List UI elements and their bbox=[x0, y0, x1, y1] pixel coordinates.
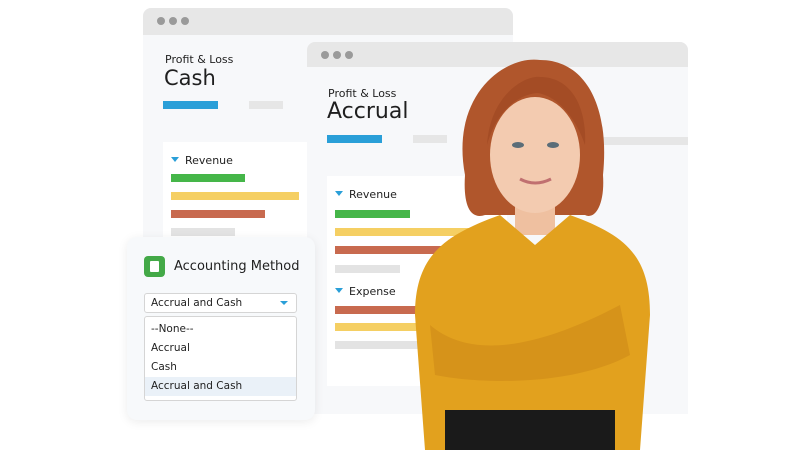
report-title: Cash bbox=[164, 66, 216, 90]
report-subtitle: Profit & Loss bbox=[328, 87, 397, 100]
mouth bbox=[519, 177, 552, 185]
face bbox=[490, 97, 580, 213]
window-dot-icon bbox=[181, 17, 189, 25]
window-titlebar bbox=[143, 8, 513, 35]
document-icon bbox=[144, 256, 165, 277]
caret-down-icon bbox=[171, 157, 179, 162]
section-label: Expense bbox=[349, 285, 396, 298]
pants bbox=[445, 410, 615, 450]
window-dot-icon bbox=[321, 51, 329, 59]
shirt bbox=[415, 215, 650, 450]
woman-photo bbox=[415, 59, 650, 450]
expense-bar bbox=[335, 341, 425, 349]
option-accrual-and-cash[interactable]: Accrual and Cash bbox=[145, 377, 296, 396]
expense-bar bbox=[335, 306, 445, 314]
revenue-bar bbox=[171, 228, 235, 236]
section-label: Revenue bbox=[185, 154, 233, 167]
window-dot-icon bbox=[345, 51, 353, 59]
expense-section-toggle[interactable]: Expense bbox=[335, 285, 396, 298]
revenue-bar bbox=[335, 210, 410, 218]
window-dot-icon bbox=[157, 17, 165, 25]
expense-bar bbox=[335, 323, 455, 331]
eye bbox=[547, 142, 559, 148]
window-titlebar bbox=[307, 42, 688, 67]
window-dot-icon bbox=[333, 51, 341, 59]
accounting-method-select[interactable]: Accrual and Cash bbox=[144, 293, 297, 313]
tab-placeholder-bar bbox=[413, 135, 447, 143]
hair-top bbox=[487, 76, 586, 145]
panel-title: Accounting Method bbox=[174, 259, 300, 274]
dropdown-list: --None-- Accrual Cash Accrual and Cash bbox=[144, 316, 297, 401]
caret-down-icon bbox=[335, 191, 343, 196]
revenue-bar bbox=[335, 265, 400, 273]
revenue-bar bbox=[171, 174, 245, 182]
report-subtitle: Profit & Loss bbox=[165, 53, 234, 66]
revenue-bar bbox=[171, 210, 265, 218]
caret-down-icon bbox=[280, 301, 288, 305]
revenue-bar bbox=[335, 246, 445, 254]
option-none[interactable]: --None-- bbox=[151, 323, 194, 335]
active-tab-bar bbox=[327, 135, 382, 143]
eye bbox=[512, 142, 524, 148]
crossed-arms bbox=[430, 305, 630, 381]
revenue-section-toggle[interactable]: Revenue bbox=[171, 154, 233, 167]
revenue-section-toggle[interactable]: Revenue bbox=[335, 188, 397, 201]
option-cash[interactable]: Cash bbox=[151, 361, 177, 373]
option-accrual[interactable]: Accrual bbox=[151, 342, 190, 354]
tab-placeholder-bar bbox=[249, 101, 283, 109]
revenue-bar bbox=[335, 228, 475, 236]
tab-placeholder-bar bbox=[557, 137, 688, 145]
selected-value: Accrual and Cash bbox=[151, 297, 243, 309]
report-title: Accrual bbox=[327, 99, 409, 124]
section-label: Revenue bbox=[349, 188, 397, 201]
caret-down-icon bbox=[335, 288, 343, 293]
accounting-method-panel: Accounting Method Accrual and Cash --Non… bbox=[127, 237, 315, 420]
active-tab-bar bbox=[163, 101, 218, 109]
window-dot-icon bbox=[169, 17, 177, 25]
revenue-bar bbox=[171, 192, 299, 200]
